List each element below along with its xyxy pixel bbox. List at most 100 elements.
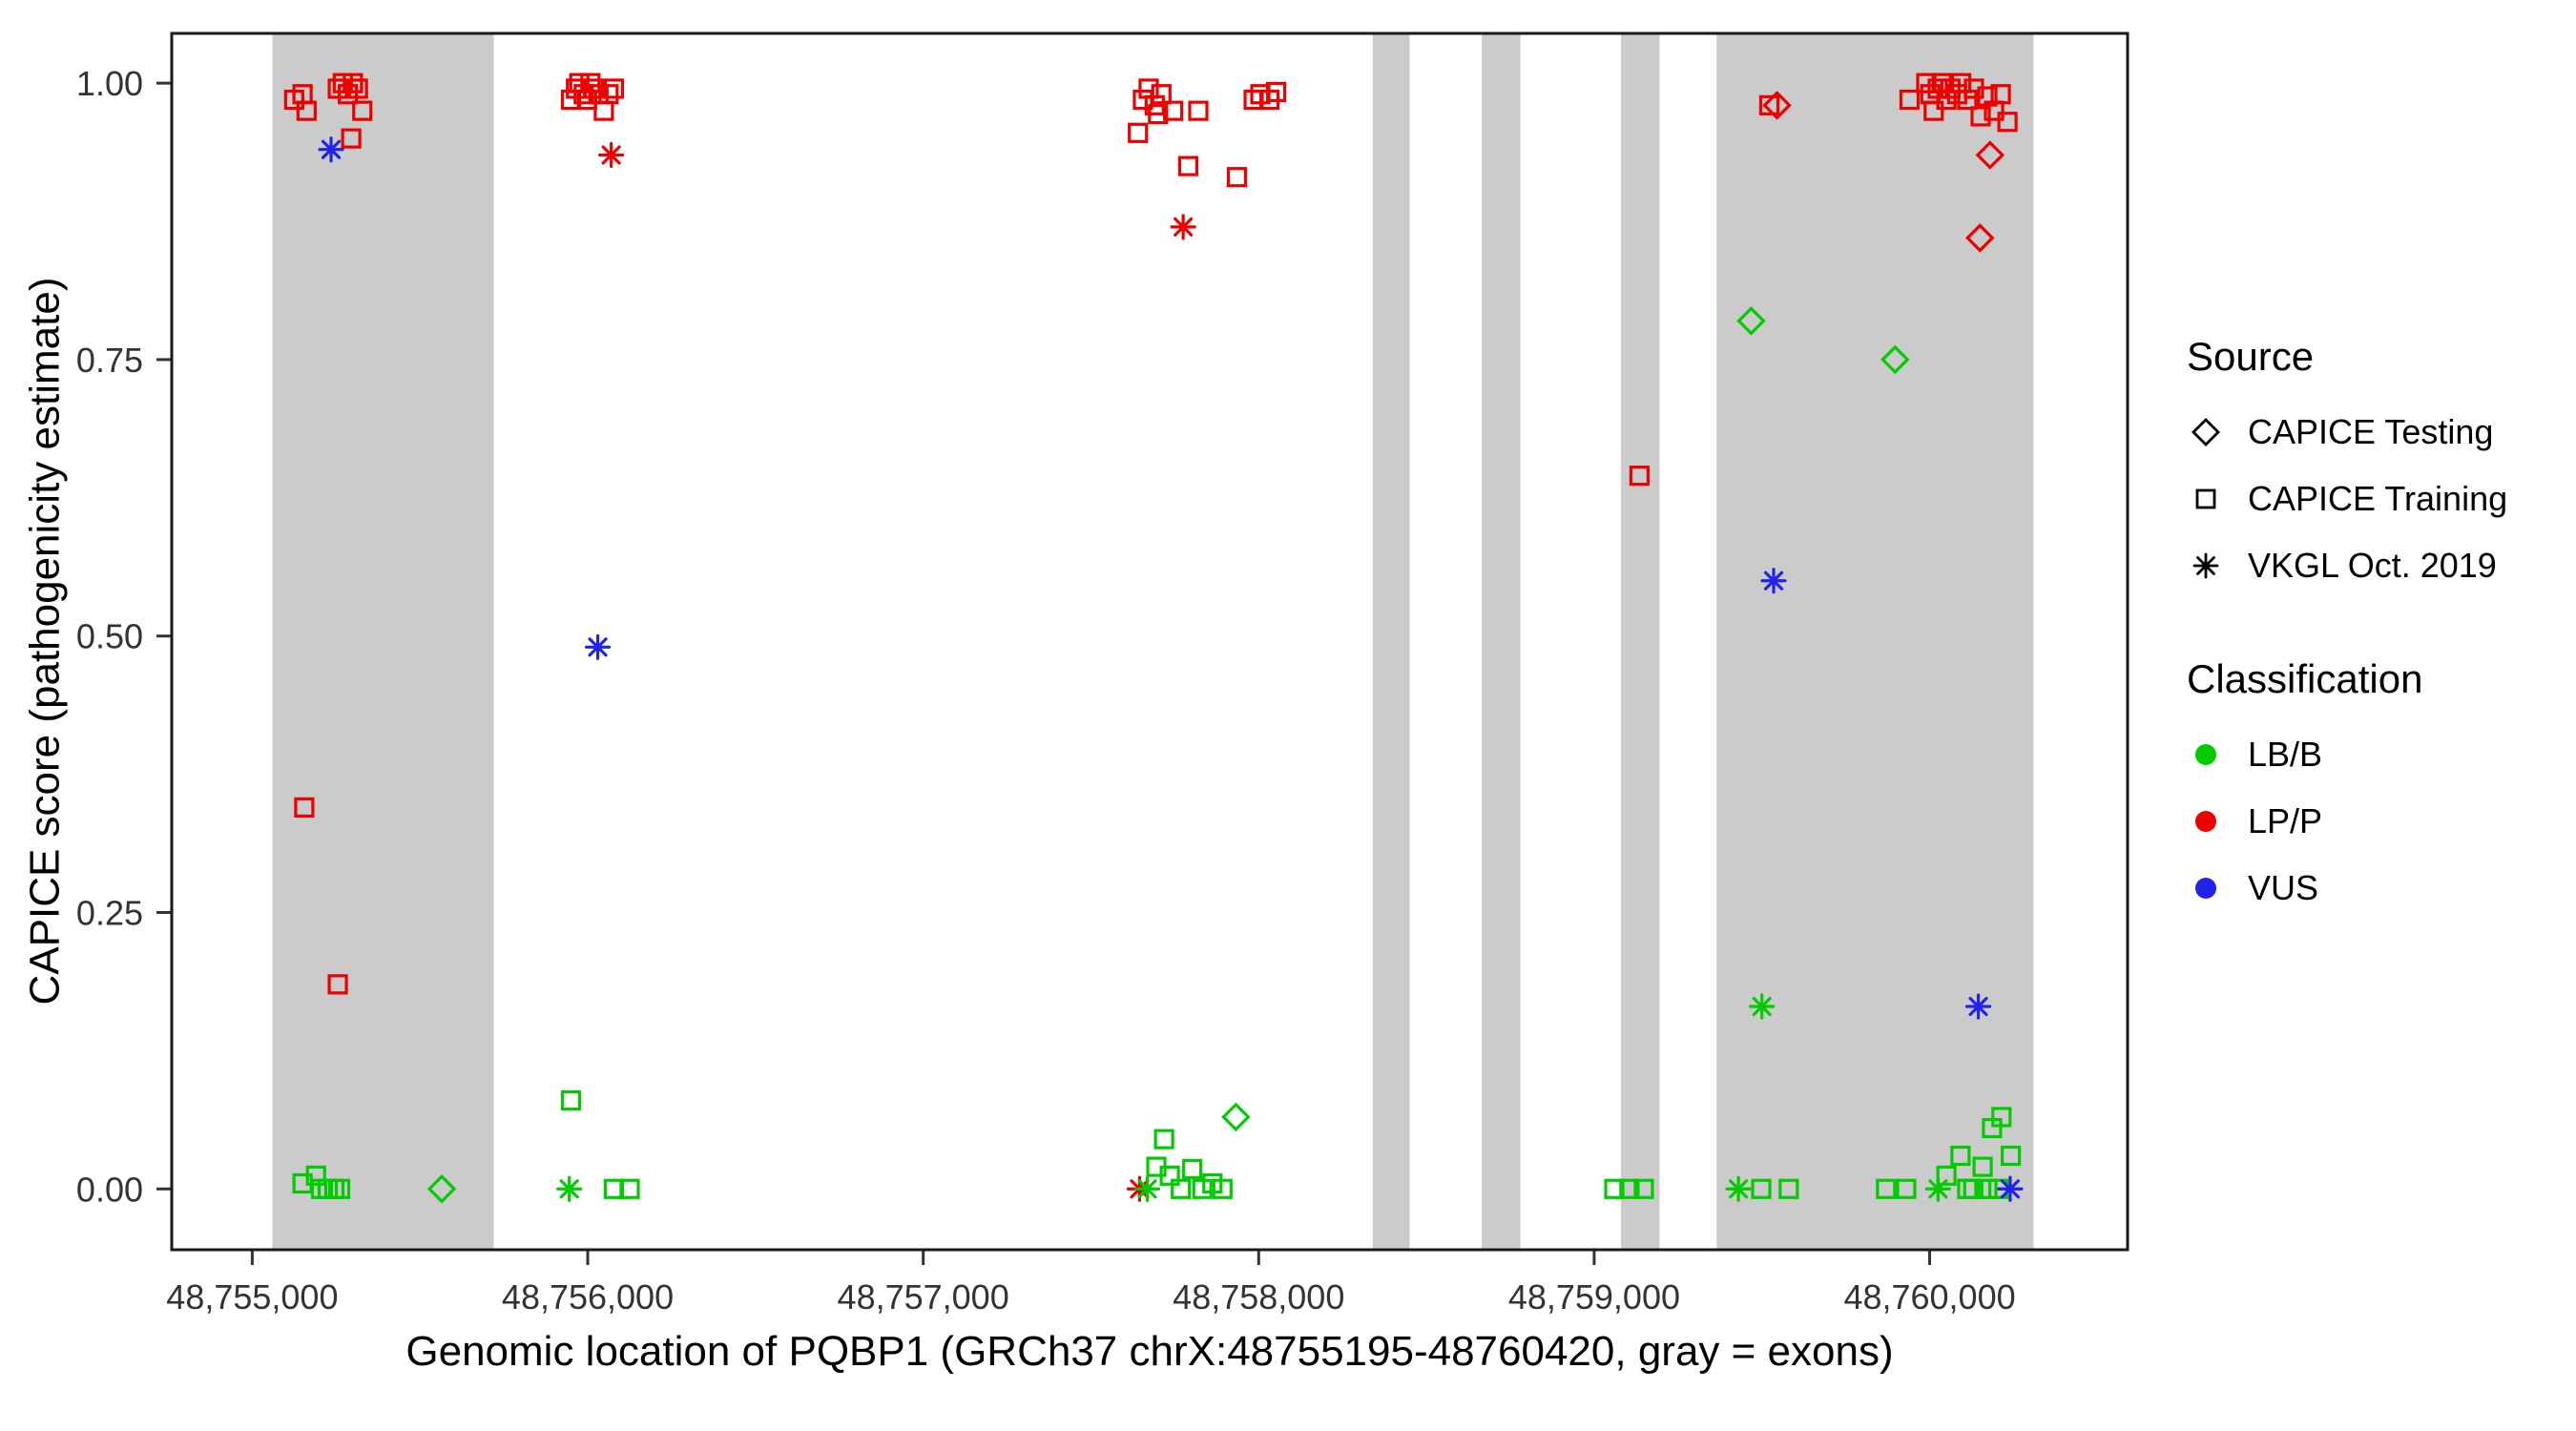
data-point-square bbox=[1970, 106, 1991, 127]
data-point-asterisk bbox=[1725, 1175, 1752, 1202]
data-point-square bbox=[1151, 84, 1172, 105]
data-point-asterisk bbox=[1133, 1175, 1161, 1202]
asterisk-icon bbox=[2192, 552, 2219, 579]
exon-band bbox=[272, 33, 494, 1250]
panel-border bbox=[170, 31, 2129, 1252]
data-point-diamond bbox=[1221, 1102, 1251, 1132]
data-point-square bbox=[1990, 84, 2011, 105]
x-tick-label: 48,760,000 bbox=[1843, 1277, 2015, 1317]
circle-icon bbox=[2195, 878, 2216, 899]
data-point-square bbox=[598, 84, 619, 105]
data-point-square bbox=[294, 797, 315, 818]
legend-item-label: LP/P bbox=[2248, 801, 2323, 840]
data-point-square bbox=[583, 78, 604, 99]
square-glyph bbox=[2195, 488, 2216, 509]
data-point-square bbox=[1212, 1178, 1233, 1199]
data-point-square bbox=[1629, 466, 1650, 487]
x-axis-title: Genomic location of PQBP1 (GRCh37 chrX:4… bbox=[405, 1328, 1894, 1375]
data-point-diamond bbox=[1736, 306, 1766, 336]
exon-band bbox=[1372, 33, 1410, 1250]
data-point-square bbox=[296, 100, 317, 121]
legend-item-label: LB/B bbox=[2248, 735, 2323, 774]
data-point-square bbox=[1182, 1158, 1203, 1179]
data-point-square bbox=[1916, 73, 1937, 93]
circle-glyph bbox=[2195, 878, 2216, 899]
legend: Source CAPICE Testing CAPICE Training VKGL… bbox=[2187, 334, 2568, 922]
data-point-square bbox=[1171, 1178, 1192, 1199]
data-point-square bbox=[1778, 1178, 1799, 1199]
x-tick-label: 48,756,000 bbox=[502, 1277, 674, 1317]
data-point-asterisk bbox=[318, 136, 344, 163]
legend-classification-title: Classification bbox=[2187, 656, 2423, 701]
data-point-square bbox=[1977, 86, 1998, 107]
legend-item-lb-b: LB/B bbox=[2187, 721, 2568, 788]
legend-item-square: CAPICE Training bbox=[2187, 466, 2568, 532]
y-tick-label: 1.00 bbox=[76, 64, 143, 103]
data-point-square bbox=[305, 1165, 326, 1186]
data-point-square bbox=[1957, 89, 1978, 111]
circle-icon bbox=[2195, 744, 2216, 765]
data-point-square bbox=[1923, 100, 1944, 121]
data-point-square bbox=[1633, 1178, 1654, 1199]
data-point-asterisk bbox=[1170, 214, 1196, 240]
x-tick-label: 48,759,000 bbox=[1508, 1277, 1680, 1317]
data-point-square bbox=[1148, 104, 1169, 125]
data-point-asterisk bbox=[556, 1175, 583, 1202]
data-point-square bbox=[341, 128, 362, 149]
data-point-square bbox=[329, 1178, 351, 1199]
data-point-square bbox=[619, 1178, 640, 1199]
data-point-square bbox=[560, 1089, 582, 1111]
data-point-square bbox=[1751, 1178, 1772, 1199]
exon-band bbox=[1482, 33, 1521, 1250]
y-tick-label: 0.25 bbox=[76, 893, 143, 932]
exon-band bbox=[1716, 33, 2034, 1250]
exon-band bbox=[1621, 33, 1660, 1250]
legend-spacer bbox=[2187, 599, 2568, 656]
data-point-square bbox=[352, 100, 373, 121]
legend-source-items: CAPICE Testing CAPICE Training VKGL Oct. 2… bbox=[2187, 399, 2568, 599]
data-point-square bbox=[1159, 1165, 1180, 1186]
legend-item-lp-p: LP/P bbox=[2187, 788, 2568, 855]
data-point-square bbox=[1936, 1165, 1957, 1186]
data-point-square bbox=[1936, 89, 1957, 111]
data-point-diamond bbox=[1880, 344, 1910, 375]
data-point-square bbox=[1163, 100, 1184, 121]
data-point-asterisk bbox=[1964, 993, 1992, 1020]
data-point-square bbox=[603, 78, 625, 99]
circle-icon bbox=[2195, 811, 2216, 832]
data-point-diamond bbox=[1975, 140, 2005, 170]
asterisk-glyph bbox=[2192, 552, 2219, 579]
data-point-square bbox=[1188, 100, 1209, 121]
y-tick-label: 0.50 bbox=[76, 617, 143, 656]
data-point-square bbox=[327, 974, 348, 995]
data-point-asterisk bbox=[598, 141, 625, 169]
legend-item-label: CAPICE Training bbox=[2248, 479, 2508, 518]
data-point-square bbox=[1977, 1178, 1998, 1199]
legend-item-label: CAPICE Testing bbox=[2248, 412, 2494, 451]
data-point-square bbox=[1226, 167, 1248, 188]
data-point-diamond bbox=[1762, 91, 1792, 120]
data-point-square bbox=[1963, 1178, 1984, 1199]
data-point-square bbox=[1153, 1129, 1174, 1150]
legend-item-asterisk: VKGL Oct. 2019 bbox=[2187, 532, 2568, 599]
data-point-square bbox=[1899, 89, 1921, 111]
data-point-square bbox=[593, 100, 614, 121]
data-point-asterisk bbox=[1997, 1175, 2024, 1202]
data-point-square bbox=[1265, 81, 1287, 103]
data-point-asterisk bbox=[584, 633, 612, 660]
data-point-asterisk bbox=[1760, 568, 1787, 594]
data-point-square bbox=[1138, 78, 1159, 99]
diamond-icon bbox=[2192, 418, 2220, 446]
data-point-square bbox=[1758, 94, 1780, 115]
legend-item-vus: VUS bbox=[2187, 855, 2568, 922]
data-point-asterisk bbox=[1749, 993, 1776, 1020]
data-point-square bbox=[1991, 1107, 2012, 1128]
data-point-square bbox=[1950, 1145, 1971, 1167]
legend-item-diamond: CAPICE Testing bbox=[2187, 399, 2568, 466]
data-point-square bbox=[1876, 1178, 1897, 1199]
legend-item-label: VKGL Oct. 2019 bbox=[2248, 546, 2497, 585]
x-tick-label: 48,757,000 bbox=[838, 1277, 1009, 1317]
y-tick-label: 0.75 bbox=[76, 341, 143, 380]
legend-classification-items: LB/B LP/P VUS bbox=[2187, 721, 2568, 922]
